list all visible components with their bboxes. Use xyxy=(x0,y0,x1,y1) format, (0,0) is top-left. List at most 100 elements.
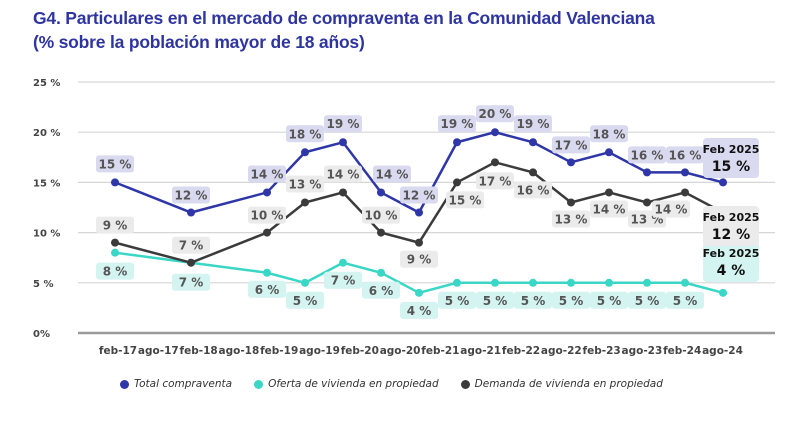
data-point-total xyxy=(111,178,119,187)
data-point-oferta xyxy=(377,268,385,277)
data-label-total: 16 % xyxy=(631,148,664,162)
data-point-total xyxy=(339,138,347,147)
data-label-bg-demanda xyxy=(476,172,514,190)
data-label-bg-demanda xyxy=(400,250,438,268)
data-label-demanda: 13 % xyxy=(289,177,322,191)
data-label-oferta: 5 % xyxy=(559,294,584,308)
legend: Total compraventa Oferta de vivienda en … xyxy=(120,378,663,390)
title-line-1: G4. Particulares en el mercado de compra… xyxy=(33,8,655,28)
data-label-bg-total xyxy=(476,105,514,123)
y-tick-label: 25 % xyxy=(33,78,60,89)
data-label-bg-demanda xyxy=(652,200,690,218)
x-tick-label: feb-21 xyxy=(421,345,459,357)
data-label-bg-oferta xyxy=(286,291,324,309)
data-label-oferta: 6 % xyxy=(369,284,394,298)
data-label-total: 14 % xyxy=(251,167,284,181)
data-point-demanda xyxy=(301,198,309,207)
x-tick-label: ago-19 xyxy=(299,345,340,357)
final-callout-date-demanda: Feb 2025 xyxy=(703,211,760,224)
data-point-total xyxy=(263,188,271,197)
data-label-total: 12 % xyxy=(403,189,436,203)
final-callout-bg-oferta xyxy=(703,242,759,282)
data-point-oferta xyxy=(301,278,309,287)
data-label-demanda: 13 % xyxy=(555,212,588,226)
data-label-bg-demanda xyxy=(96,216,134,234)
data-point-demanda xyxy=(111,238,119,247)
data-label-bg-oferta xyxy=(172,273,210,291)
data-label-bg-demanda xyxy=(286,175,324,193)
legend-label-demanda: Demanda de vivienda en propiedad xyxy=(474,378,663,390)
data-label-bg-oferta xyxy=(96,262,134,280)
data-label-oferta: 4 % xyxy=(407,304,432,318)
data-label-bg-oferta xyxy=(400,301,438,319)
data-point-demanda xyxy=(491,158,499,167)
y-tick-label: 20 % xyxy=(33,128,60,139)
final-callout-value-demanda: 12 % xyxy=(712,227,750,243)
data-point-oferta xyxy=(567,278,575,287)
final-callout-date-total: Feb 2025 xyxy=(703,143,760,156)
data-label-bg-oferta xyxy=(438,291,476,309)
data-label-bg-total xyxy=(373,165,411,183)
y-tick-label: 10 % xyxy=(33,229,60,240)
legend-item-oferta: Oferta de vivienda en propiedad xyxy=(254,378,439,390)
chart-title: G4. Particulares en el mercado de compra… xyxy=(33,6,655,54)
data-point-oferta xyxy=(605,278,613,287)
x-tick-label: ago-17 xyxy=(138,345,179,357)
data-point-total xyxy=(377,188,385,197)
data-label-oferta: 5 % xyxy=(673,294,698,308)
x-tick-label: ago-18 xyxy=(219,345,260,357)
data-point-total xyxy=(415,208,423,217)
data-label-total: 16 % xyxy=(669,148,702,162)
final-callout-value-oferta: 4 % xyxy=(717,263,746,279)
data-label-demanda: 16 % xyxy=(517,183,550,197)
data-label-bg-oferta xyxy=(514,291,552,309)
data-point-oferta xyxy=(529,278,537,287)
legend-dot-demanda xyxy=(460,379,470,389)
data-label-oferta: 5 % xyxy=(293,294,318,308)
data-point-demanda xyxy=(415,238,423,247)
data-label-bg-oferta xyxy=(590,291,628,309)
data-point-total xyxy=(491,128,499,137)
data-label-bg-total xyxy=(400,186,438,204)
data-label-oferta: 5 % xyxy=(445,294,470,308)
data-point-total xyxy=(301,148,309,157)
data-point-oferta xyxy=(491,278,499,287)
legend-item-demanda: Demanda de vivienda en propiedad xyxy=(460,378,663,390)
data-label-oferta: 8 % xyxy=(103,265,128,279)
data-point-demanda xyxy=(529,168,537,177)
data-point-total xyxy=(719,178,727,187)
data-label-total: 20 % xyxy=(479,107,512,121)
data-label-oferta: 5 % xyxy=(635,294,660,308)
data-label-total: 15 % xyxy=(99,157,132,171)
data-label-bg-total xyxy=(666,146,704,164)
data-label-demanda: 14 % xyxy=(327,167,360,181)
data-label-bg-demanda xyxy=(324,165,362,183)
data-point-oferta xyxy=(719,288,727,297)
legend-dot-total xyxy=(120,379,129,389)
data-label-demanda: 9 % xyxy=(407,253,432,267)
data-label-bg-demanda xyxy=(172,236,210,254)
data-label-total: 17 % xyxy=(555,138,588,152)
data-label-demanda: 15 % xyxy=(449,193,482,207)
final-callout-bg-total xyxy=(703,138,759,178)
data-label-bg-total xyxy=(438,115,476,133)
data-point-total xyxy=(453,138,461,147)
x-tick-label: feb-20 xyxy=(341,345,379,357)
data-label-demanda: 9 % xyxy=(103,219,128,233)
x-tick-label: ago-23 xyxy=(622,345,663,357)
data-point-oferta xyxy=(111,248,119,257)
data-point-total xyxy=(605,148,613,157)
data-label-bg-oferta xyxy=(666,291,704,309)
data-label-oferta: 5 % xyxy=(597,294,622,308)
data-label-oferta: 7 % xyxy=(179,276,204,290)
data-label-oferta: 6 % xyxy=(255,283,280,297)
data-point-demanda xyxy=(567,198,575,207)
y-tick-label: 0% xyxy=(33,329,50,340)
data-label-bg-oferta xyxy=(362,281,400,299)
data-point-demanda xyxy=(339,188,347,197)
data-label-bg-oferta xyxy=(552,291,590,309)
x-tick-label: feb-18 xyxy=(180,345,218,357)
data-label-bg-demanda xyxy=(590,200,628,218)
legend-label-total: Total compraventa xyxy=(134,378,233,390)
